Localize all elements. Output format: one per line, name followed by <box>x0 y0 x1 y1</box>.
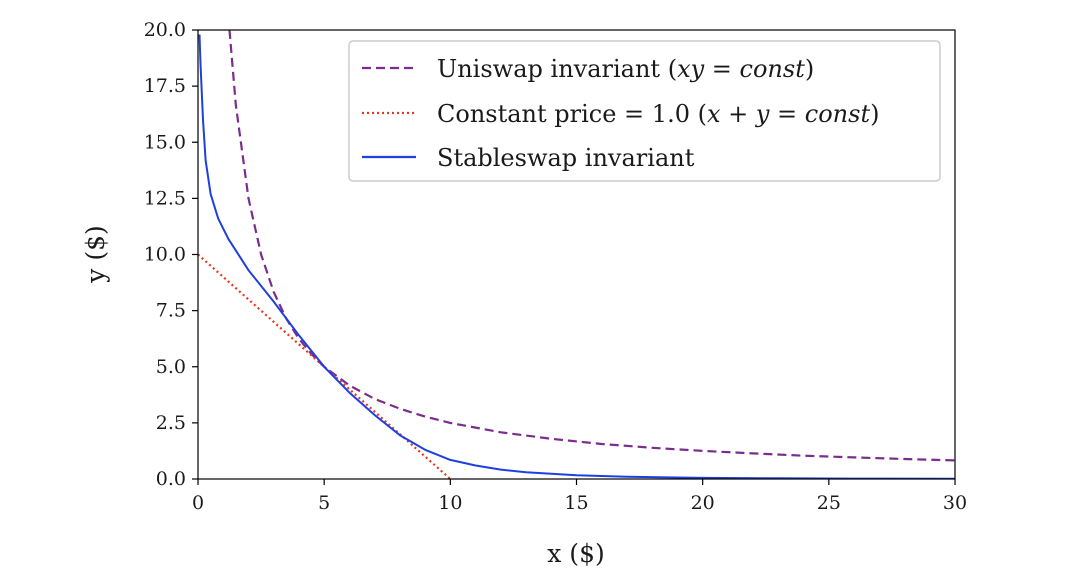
legend-label-2: Constant price = 1.0 (x + y = const) <box>437 100 879 128</box>
y-axis-title: y ($) <box>81 225 110 283</box>
x-tick-label: 10 <box>438 492 462 514</box>
legend-box <box>348 40 941 182</box>
x-tick-label: 20 <box>691 492 715 514</box>
series-layer <box>198 30 955 479</box>
legend-text-part: xy = const <box>677 55 805 83</box>
y-axis: 0.0 2.5 5.0 7.5 10.0 12.5 15.0 17.5 20.0 <box>144 19 198 490</box>
legend-label-1: Uniswap invariant (xy = const) <box>437 55 814 83</box>
legend-text-part: Uniswap invariant ( <box>437 55 677 83</box>
x-axis: 0 5 10 15 20 25 30 <box>192 479 967 514</box>
series-line-3 <box>198 34 955 479</box>
y-tick-label: 2.5 <box>156 412 186 434</box>
legend-text-part: Stableswap invariant <box>437 144 695 172</box>
legend-text-part: Constant price = 1.0 ( <box>437 100 707 128</box>
y-tick-label: 15.0 <box>144 131 186 153</box>
y-tick-label: 20.0 <box>144 19 186 41</box>
x-tick-label: 5 <box>318 492 330 514</box>
x-tick-label: 0 <box>192 492 204 514</box>
legend-text-part: x + y = const <box>707 100 870 128</box>
series-line-1 <box>228 30 955 462</box>
y-tick-label: 12.5 <box>144 187 186 209</box>
y-tick-label: 10.0 <box>144 244 186 266</box>
legend-label-3: Stableswap invariant <box>437 144 695 172</box>
y-tick-label: 17.5 <box>144 75 186 97</box>
y-tick-label: 7.5 <box>156 300 186 322</box>
y-tick-label: 0.0 <box>156 468 186 490</box>
x-tick-label: 30 <box>943 492 967 514</box>
legend-text-part: ) <box>805 55 814 83</box>
x-axis-title: x ($) <box>547 539 604 568</box>
legend-text-part: ) <box>870 100 879 128</box>
legend: Uniswap invariant (xy = const)Constant p… <box>348 40 941 182</box>
series-line-2 <box>198 253 452 479</box>
y-tick-label: 5.0 <box>156 356 186 378</box>
x-tick-label: 25 <box>817 492 841 514</box>
x-tick-label: 15 <box>564 492 588 514</box>
